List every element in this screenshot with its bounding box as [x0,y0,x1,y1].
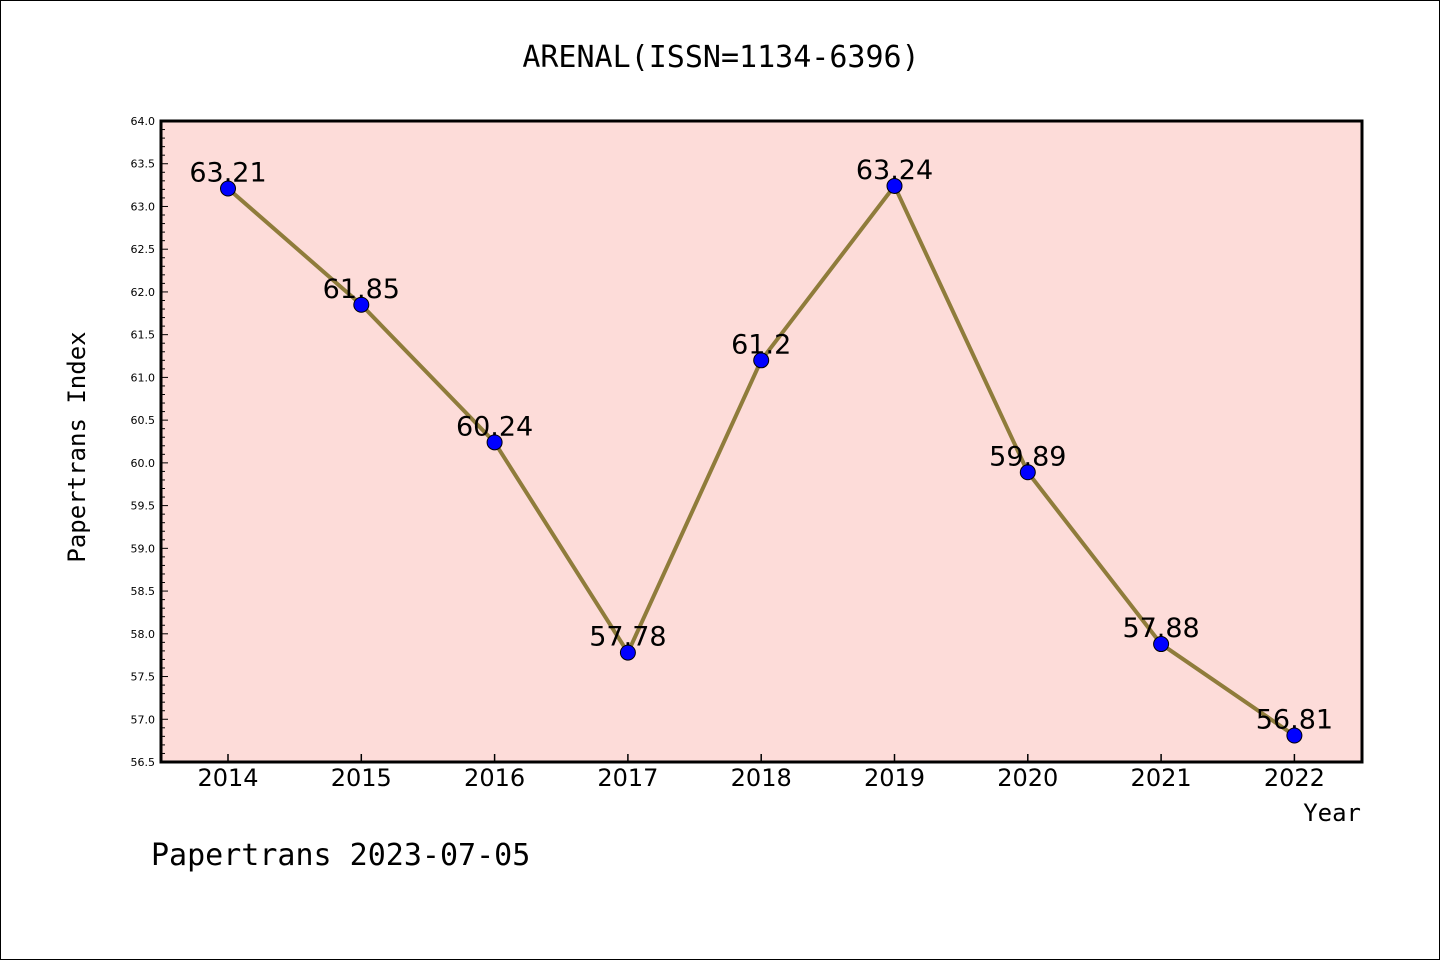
y-tick-label: 56.5 [131,756,156,769]
data-point [1153,636,1170,653]
x-tick-label: 2015 [331,764,392,792]
x-tick-label: 2014 [197,764,258,792]
data-point [486,434,503,451]
data-points [220,177,1303,744]
y-tick-label: 63.0 [131,200,156,213]
plot-area [161,121,1362,762]
data-point [1019,464,1036,481]
data-point [1286,727,1303,744]
y-tick-label: 60.5 [131,414,156,427]
x-tick-label: 2016 [464,764,525,792]
data-label: 57.78 [589,622,666,653]
y-tick-label: 60.0 [131,457,156,470]
x-tick-label: 2017 [597,764,658,792]
y-tick-label: 61.0 [131,371,156,384]
x-tick-label: 2021 [1131,764,1192,792]
data-label: 59.89 [989,441,1066,472]
data-point [753,352,770,369]
data-label: 63.21 [189,158,266,189]
x-tick-label: 2020 [997,764,1058,792]
x-tick-label: 2019 [864,764,925,792]
data-point [353,296,370,313]
plot-frame [159,119,1364,764]
y-tick-label: 57.5 [131,671,156,684]
y-tick-label: 58.5 [131,585,156,598]
y-tick-label: 59.0 [131,542,156,555]
axis-ticks: 56.5 57.0 57.5 58.0 58.5 59.0 59.5 60.0 60.5 61.0… [131,115,1325,792]
data-label: 60.24 [456,411,533,442]
data-point [619,644,636,661]
data-point [886,177,903,194]
chart-title: ARENAL(ISSN=1134-6396) [522,40,919,75]
y-tick-label: 64.0 [131,115,156,128]
y-tick-label: 63.5 [131,158,156,171]
x-tick-label: 2018 [731,764,792,792]
data-point [220,180,236,197]
data-labels: 63.21 61.85 60.24 57.78 61.2 63.24 59.89 57.88 5… [189,155,1333,736]
y-tick-label: 61.5 [131,329,156,342]
y-tick-label: 62.0 [131,286,156,299]
data-label: 57.88 [1122,613,1199,644]
data-label: 63.24 [856,155,933,186]
data-label: 56.81 [1256,705,1333,736]
y-tick-label: 58.0 [131,628,156,641]
x-axis-label: Year [1303,799,1361,827]
x-tick-label: 2022 [1264,764,1325,792]
y-tick-label: 62.5 [131,243,156,256]
y-tick-label: 59.5 [131,500,156,513]
footer-text: Papertrans 2023-07-05 [151,838,530,873]
y-axis-label: Papertrans Index [63,331,91,562]
data-label: 61.85 [323,274,400,305]
y-tick-label: 57.0 [131,713,156,726]
data-label: 61.2 [731,329,791,360]
